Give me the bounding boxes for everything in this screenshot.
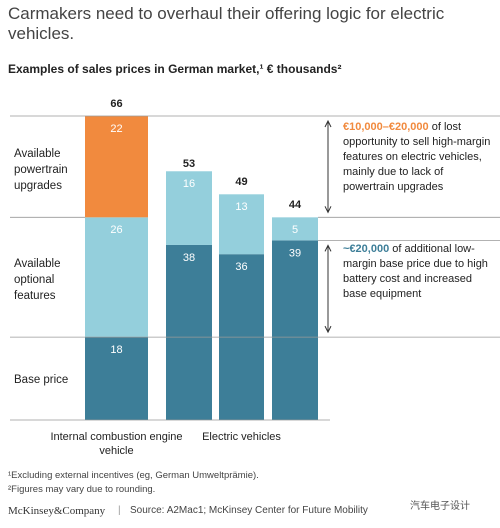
bar-segment	[85, 217, 148, 338]
category-label: Electric vehicles	[202, 431, 281, 443]
annotation-text: of lost opportunity to sell high-margin …	[343, 121, 491, 193]
value-label: 38	[183, 252, 195, 264]
series-label: Available powertrain upgrades	[14, 147, 68, 192]
value-label: 39	[289, 247, 301, 259]
subtitle: Examples of sales prices in German marke…	[8, 62, 342, 76]
annotation: €10,000–€20,000 of lost opportunity to s…	[343, 120, 493, 195]
source: Source: A2Mac1; McKinsey Center for Futu…	[130, 505, 368, 516]
bar-segment	[166, 171, 212, 245]
total-label: 44	[289, 199, 302, 211]
bar-segment	[85, 337, 148, 420]
total-label: 49	[235, 176, 247, 188]
arrow-head	[324, 325, 332, 334]
value-label: 22	[110, 123, 122, 135]
annotation: ~€20,000 of additional low-margin base p…	[343, 242, 493, 302]
series-label: Available optional features	[14, 258, 61, 303]
annotation-text: of additional low-margin base price due …	[343, 243, 488, 301]
category-label: Internal combustion engine vehicle	[50, 431, 183, 457]
annotation-highlight: €10,000–€20,000	[343, 121, 429, 133]
total-label: 66	[110, 98, 122, 110]
watermark: 汽车电子设计	[410, 501, 470, 512]
bar-segment	[272, 240, 318, 420]
value-label: 36	[235, 261, 247, 273]
annotation-highlight: ~€20,000	[343, 243, 390, 256]
bar-segment	[272, 217, 318, 241]
footnote: ¹Excluding external incentives (eg, Germ…	[8, 470, 259, 481]
arrow-head	[324, 206, 332, 214]
value-label: 13	[235, 201, 247, 213]
value-label: 5	[292, 224, 298, 236]
value-label: 26	[110, 224, 122, 236]
total-label: 53	[183, 158, 195, 170]
value-label: 16	[183, 178, 195, 190]
footnote: ²Figures may vary due to rounding.	[8, 484, 156, 495]
title: Carmakers need to overhaul their offerin…	[8, 4, 445, 43]
bar-segment	[166, 244, 212, 420]
arrow-head	[324, 119, 332, 128]
bar-segment	[219, 194, 264, 255]
arrow-head	[324, 244, 332, 252]
value-label: 18	[110, 344, 122, 356]
separator: |	[118, 505, 121, 516]
brand: McKinsey&Company	[8, 505, 106, 517]
series-label: Base price	[14, 373, 69, 386]
bar-segment	[85, 116, 148, 218]
